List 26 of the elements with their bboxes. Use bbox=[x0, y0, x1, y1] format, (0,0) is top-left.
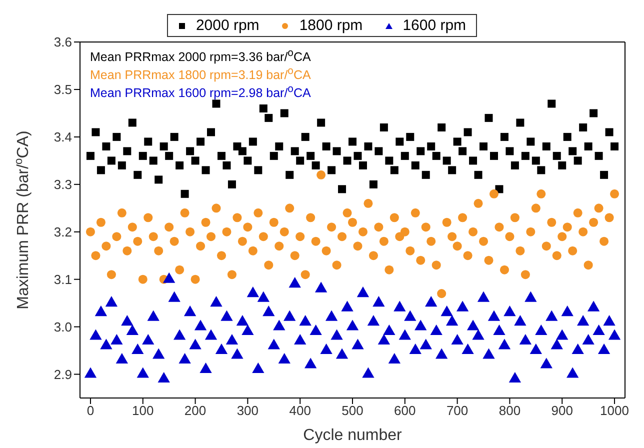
x-tick-label: 1000 bbox=[600, 403, 629, 418]
x-tick-label: 500 bbox=[342, 403, 364, 418]
y-tick-label: 3.5 bbox=[54, 82, 72, 98]
y-tick-label: 3.3 bbox=[54, 177, 72, 192]
x-tick-label: 900 bbox=[551, 403, 573, 418]
x-tick-label: 200 bbox=[184, 403, 206, 418]
legend-label: 1600 rpm bbox=[402, 17, 466, 34]
y-tick-label: 3.2 bbox=[54, 224, 72, 240]
annotation: Mean PRRmax 2000 rpm=3.36 bar/$^{o}$CA bbox=[90, 48, 311, 64]
legend-label: 2000 rpm bbox=[194, 17, 260, 34]
annotation: Mean PRRmax 1600 rpm=2.98 bar/$^{o}$CA bbox=[90, 84, 311, 100]
x-tick-label: 100 bbox=[132, 403, 154, 418]
x-tick-label: 600 bbox=[394, 403, 416, 418]
y-tick-label: 2.9 bbox=[54, 366, 72, 382]
y-tick-label: 3.4 bbox=[54, 130, 72, 145]
x-tick-label: 0 bbox=[86, 403, 94, 418]
y-tick-label: 3.6 bbox=[54, 34, 72, 50]
x-tick-label: 300 bbox=[236, 403, 259, 418]
legend-label: 1800 rpm bbox=[298, 17, 363, 34]
y-tick-label: 3.0 bbox=[54, 319, 72, 334]
x-tick-label: 800 bbox=[498, 403, 521, 418]
annotation: Mean PRRmax 1800 rpm=3.19 bar/$^{o}$CA bbox=[90, 66, 311, 82]
x-axis-title: Cycle number bbox=[303, 427, 403, 444]
x-tick-label: 700 bbox=[446, 403, 468, 418]
y-tick-label: 3.1 bbox=[54, 272, 72, 287]
x-tick-label: 400 bbox=[289, 403, 311, 418]
